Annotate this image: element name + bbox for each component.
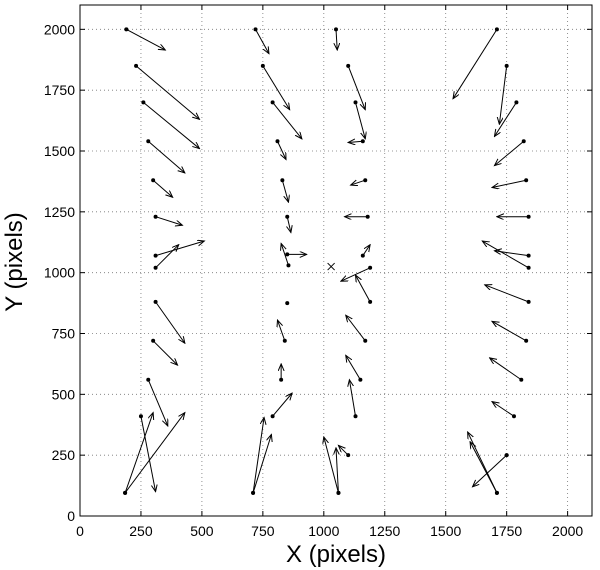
y-tick-label: 1250 xyxy=(44,204,75,220)
center-x-stroke xyxy=(327,262,335,271)
vector-arrow xyxy=(494,140,525,165)
y-tick-label: 750 xyxy=(52,326,76,342)
vector-arrow xyxy=(499,65,508,124)
vector-arrow xyxy=(473,454,508,487)
vector-arrow xyxy=(336,29,337,50)
vector-arrow xyxy=(492,402,515,417)
x-tick-label: 250 xyxy=(129,523,153,539)
vector-arrow xyxy=(356,275,371,303)
y-tick-label: 2000 xyxy=(44,21,75,37)
ticks: 0 250 500 750 1000 1250 1500 1750 2000 0 250 500 750… xyxy=(44,5,592,539)
vector-arrow xyxy=(485,285,529,303)
y-tick-label: 1500 xyxy=(44,143,75,159)
vector-arrow xyxy=(490,358,522,381)
x-tick-label: 750 xyxy=(251,523,275,539)
vector-arrow xyxy=(336,448,338,493)
y-tick-label: 1000 xyxy=(44,265,75,281)
vector-arrow xyxy=(124,413,153,494)
vector-arrow xyxy=(346,355,361,380)
vector-arrow xyxy=(272,393,293,417)
vector-arrow xyxy=(281,243,289,266)
x-tick-label: 500 xyxy=(190,523,214,539)
x-tick-label: 1000 xyxy=(308,523,339,539)
vector-arrow xyxy=(349,380,356,417)
y-tick-label: 1750 xyxy=(44,82,75,98)
x-tick-label: 1250 xyxy=(369,523,400,539)
vector-arrow xyxy=(348,141,363,142)
vector-arrow xyxy=(135,65,199,120)
plot-frame xyxy=(79,4,593,517)
y-tick-label: 0 xyxy=(67,508,75,524)
vector-arrow xyxy=(252,434,271,494)
y-tick-label: 500 xyxy=(52,386,76,402)
vector-arrow xyxy=(155,216,183,226)
vector-arrow xyxy=(287,216,291,233)
vector-arrow xyxy=(492,321,527,342)
vector-arrow xyxy=(152,340,177,365)
vector-arrow xyxy=(272,102,302,138)
vector-arrow xyxy=(124,413,185,494)
x-tick-label: 1750 xyxy=(491,523,522,539)
vector-arrow xyxy=(155,245,179,269)
y-axis-label: Y (pixels) xyxy=(1,212,28,312)
y-tick-label: 250 xyxy=(52,447,76,463)
vector-arrow xyxy=(277,320,286,341)
vector-arrow xyxy=(140,416,156,491)
vector-arrow xyxy=(281,180,288,202)
vector-series xyxy=(123,27,531,495)
vector-origin-point xyxy=(253,27,258,32)
vector-arrow xyxy=(255,29,269,53)
center-x-marker xyxy=(327,262,335,271)
x-tick-label: 0 xyxy=(76,523,84,539)
vector-arrow xyxy=(277,141,286,159)
vector-origin-point xyxy=(285,301,290,306)
vector-arrow xyxy=(155,301,185,343)
vector-arrow xyxy=(152,179,173,197)
vector-arrow xyxy=(126,28,165,50)
vector-arrow xyxy=(324,437,339,494)
vector-arrow xyxy=(143,101,199,148)
vector-arrow xyxy=(147,379,168,426)
center-marker-layer xyxy=(327,262,335,271)
vector-arrow xyxy=(155,241,205,257)
vector-arrow xyxy=(453,29,498,98)
vector-arrow xyxy=(347,65,365,110)
x-axis-label: X (pixels) xyxy=(286,541,386,568)
vector-arrow xyxy=(355,102,366,138)
vector-arrow xyxy=(252,417,264,493)
vector-arrow xyxy=(147,140,185,173)
vector-arrow xyxy=(338,445,349,456)
vector-arrow xyxy=(262,65,290,110)
x-tick-label: 2000 xyxy=(552,523,583,539)
vector-arrow xyxy=(494,102,517,136)
vector-arrow xyxy=(362,245,370,256)
vector-arrow xyxy=(470,442,498,494)
vector-arrow xyxy=(351,180,366,185)
x-tick-label: 1500 xyxy=(430,523,461,539)
vector-arrow xyxy=(482,241,529,269)
vector-arrow xyxy=(492,179,527,187)
vector-arrow xyxy=(346,315,366,342)
